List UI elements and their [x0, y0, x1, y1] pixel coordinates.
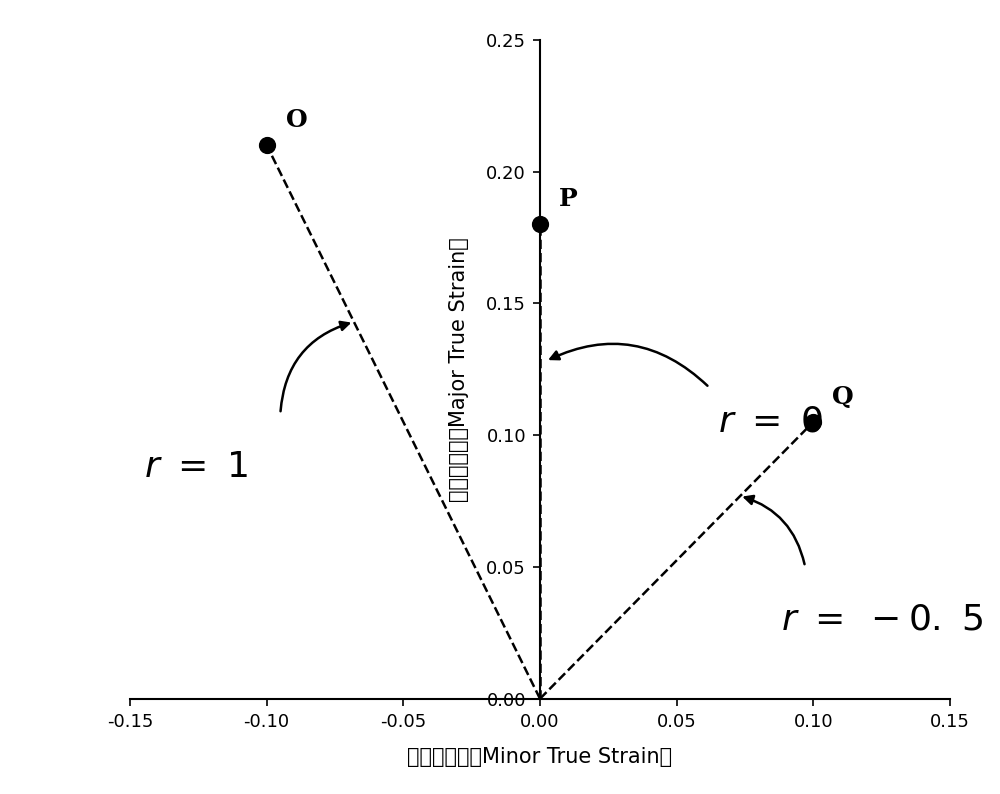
Text: $r\ =\ 1$: $r\ =\ 1$ [144, 449, 248, 484]
Text: O: O [286, 108, 308, 132]
Text: Q: Q [832, 385, 854, 409]
Point [805, 415, 821, 428]
Point [532, 218, 548, 230]
Y-axis label: 真实主应变（Major True Strain）: 真实主应变（Major True Strain） [449, 237, 469, 502]
Point [259, 139, 275, 152]
Text: $r\ =\ 0$: $r\ =\ 0$ [718, 405, 823, 439]
X-axis label: 真实次应变（Minor True Strain）: 真实次应变（Minor True Strain） [407, 747, 673, 767]
Text: P: P [559, 187, 578, 211]
Text: $r\ =\ -0.\ 5$: $r\ =\ -0.\ 5$ [781, 603, 983, 637]
